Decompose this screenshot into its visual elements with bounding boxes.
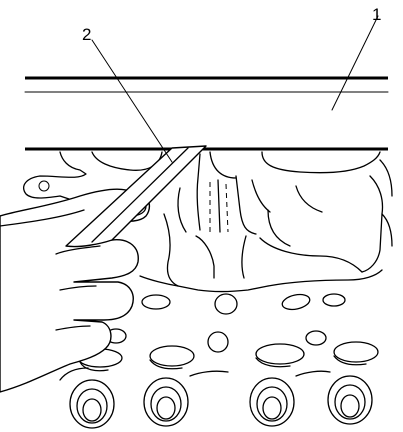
leader-line-2 [91,39,173,163]
feeler-gauge [65,145,207,248]
cylinder-head [23,151,393,293]
leader-lines [91,15,379,163]
passage-holes [77,293,379,372]
leader-line-1 [331,15,379,111]
callout-2: 2 [82,25,91,44]
valve-seats [59,367,373,429]
straight-edge [24,76,389,151]
callout-1: 1 [372,5,381,24]
